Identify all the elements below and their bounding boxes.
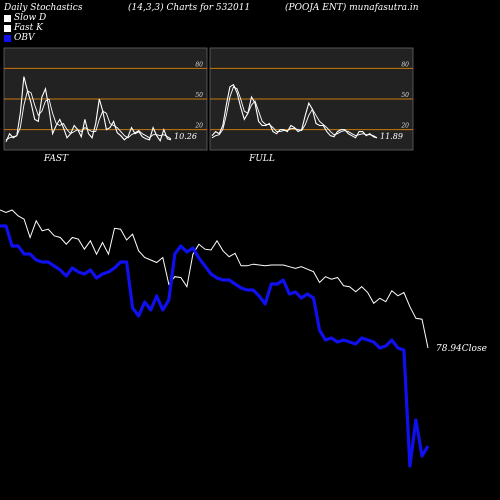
legend-swatch-fast-k bbox=[4, 24, 11, 32]
obv-line bbox=[0, 224, 430, 468]
fast-panel-title: FAST bbox=[43, 154, 69, 164]
legend-label-obv: OBV bbox=[14, 33, 35, 43]
full-level-label-20: 20 bbox=[400, 123, 409, 130]
full-panel-title: FULL bbox=[248, 154, 275, 164]
fast-last-value: 10.26 bbox=[174, 132, 197, 141]
price-obv-panel: 78.94Close bbox=[0, 209, 487, 468]
fast-slow-d-line bbox=[5, 90, 172, 141]
legend-swatch-slow-d bbox=[4, 14, 11, 22]
legend-item-fast-k: Fast K bbox=[4, 23, 43, 33]
fast-stochastic-panel: 20 50 80 10.26 FAST bbox=[3, 47, 208, 164]
legend-swatch-obv bbox=[4, 34, 11, 42]
fast-level-label-80: 80 bbox=[195, 61, 203, 68]
fast-fast-k-line bbox=[5, 76, 172, 143]
header-left-title: Daily Stochastics bbox=[4, 3, 83, 13]
fast-level-label-50: 50 bbox=[195, 92, 203, 99]
legend-label-fast-k: Fast K bbox=[14, 23, 43, 33]
full-stochastic-panel: 20 50 80 11.89 FULL bbox=[209, 47, 414, 164]
close-price-label: 78.94Close bbox=[436, 344, 487, 354]
full-last-value: 11.89 bbox=[380, 132, 403, 141]
full-level-label-50: 50 bbox=[401, 92, 409, 99]
full-fast-k-line bbox=[211, 83, 378, 139]
fast-level-label-20: 20 bbox=[194, 123, 203, 130]
header-center-title: (14,3,3) Charts for 532011 bbox=[128, 3, 251, 13]
legend-item-slow-d: Slow D bbox=[4, 13, 46, 23]
legend-item-obv: OBV bbox=[4, 33, 35, 43]
legend-label-slow-d: Slow D bbox=[14, 13, 47, 23]
full-slow-d-line bbox=[211, 86, 378, 139]
header-right-title: (POOJA ENT) munafasutra.in bbox=[285, 3, 419, 13]
price-line bbox=[0, 209, 429, 349]
full-level-label-80: 80 bbox=[401, 61, 409, 68]
